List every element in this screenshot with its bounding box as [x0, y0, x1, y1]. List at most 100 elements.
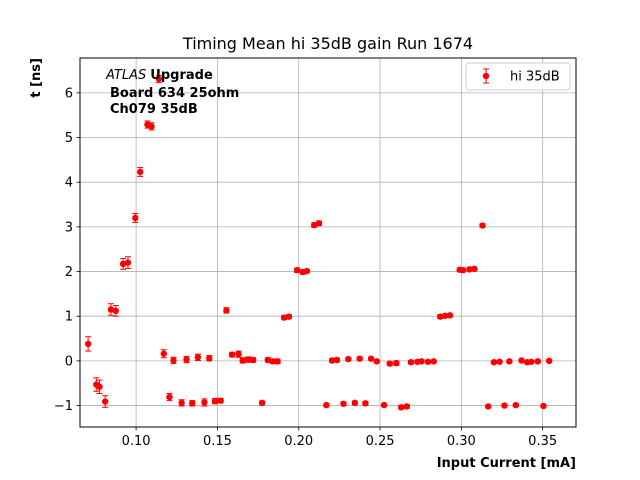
data-point [512, 401, 520, 409]
plot-frame [79, 57, 577, 428]
atlas-label: ATLAS Upgrade [105, 68, 213, 83]
point-marker [124, 259, 132, 266]
data-point [285, 313, 293, 320]
data-point [418, 358, 425, 365]
data-point [340, 400, 347, 407]
point-marker [223, 307, 230, 314]
data-point [211, 397, 219, 405]
legend-label: hi 35dB [510, 70, 560, 85]
point-marker [430, 358, 437, 365]
y-axis: −1 0 1 2 3 4 5 6 [54, 86, 80, 414]
point-marker [84, 340, 92, 348]
y-tick-label: 0 [65, 354, 73, 369]
board-label: Board 634 25ohm [110, 86, 239, 101]
point-marker [397, 404, 405, 411]
x-tick-label: 0.35 [528, 434, 557, 449]
point-marker [217, 397, 224, 404]
data-point [479, 222, 486, 229]
data-point [112, 304, 119, 317]
point-marker [269, 358, 276, 365]
point-marker [518, 357, 525, 364]
point-marker [512, 401, 520, 409]
point-marker [333, 356, 341, 364]
data-point [430, 358, 437, 365]
point-marker [466, 266, 473, 273]
data-point [506, 358, 513, 365]
y-axis-label: t [ns] [29, 58, 44, 98]
data-point [540, 402, 547, 410]
point-marker [96, 383, 103, 390]
data-point [293, 266, 301, 274]
data-point [323, 401, 330, 409]
data-point [245, 356, 252, 363]
point-marker [206, 355, 213, 362]
point-marker [107, 306, 115, 313]
data-point [201, 398, 208, 407]
point-marker [479, 222, 486, 229]
data-point [160, 349, 167, 359]
point-marker [534, 358, 541, 365]
data-point [373, 358, 380, 365]
point-marker [280, 314, 288, 321]
grid [80, 58, 576, 427]
data-point [239, 357, 246, 364]
point-marker [245, 356, 252, 363]
data-point [124, 256, 132, 269]
data-point [96, 379, 103, 394]
data-point [403, 403, 411, 410]
data-point [228, 351, 236, 358]
data-point [119, 258, 127, 270]
point-marker [160, 350, 167, 357]
point-marker [506, 358, 513, 365]
point-marker [293, 266, 301, 274]
atlas-word: ATLAS [105, 68, 146, 83]
point-marker [386, 360, 393, 367]
x-tick-label: 0.25 [366, 434, 395, 449]
point-marker [228, 351, 236, 358]
point-marker [183, 356, 190, 363]
data-point [407, 359, 415, 366]
data-point [189, 400, 196, 407]
point-marker [178, 399, 185, 407]
y-tick-label: 3 [65, 220, 73, 235]
data-point [380, 401, 388, 409]
data-point [303, 267, 311, 275]
data-point [333, 356, 341, 364]
data-point [393, 359, 400, 367]
data-point [466, 266, 473, 273]
point-marker [249, 356, 257, 364]
data-point [315, 220, 323, 227]
point-marker [484, 403, 492, 410]
point-marker [285, 313, 293, 320]
point-marker [441, 312, 449, 319]
legend-box [465, 62, 571, 91]
y-tick-label: 1 [65, 310, 73, 325]
data-point [397, 404, 405, 411]
point-marker [201, 399, 208, 406]
legend: hi 35dB [465, 62, 571, 91]
y-tick-label: 2 [65, 265, 73, 280]
y-tick-label: −1 [54, 399, 73, 414]
y-tick-label: 4 [65, 176, 73, 191]
point-marker [490, 359, 498, 366]
data-point [194, 353, 202, 361]
data-point [217, 397, 224, 404]
data-point [178, 399, 185, 407]
point-marker [235, 350, 242, 358]
point-marker [132, 214, 139, 222]
point-marker [407, 359, 415, 366]
data-point [437, 313, 444, 320]
point-marker [545, 357, 553, 365]
point-marker [340, 400, 347, 407]
data-point [484, 403, 492, 410]
data-point [249, 356, 257, 364]
point-marker [540, 402, 547, 410]
point-marker [418, 358, 425, 365]
point-marker [155, 75, 163, 83]
y-tick-label: 5 [65, 131, 73, 146]
data-point [310, 221, 318, 229]
data-point [459, 266, 467, 274]
data-point [518, 357, 525, 364]
point-marker [351, 399, 359, 407]
data-point [386, 360, 393, 367]
